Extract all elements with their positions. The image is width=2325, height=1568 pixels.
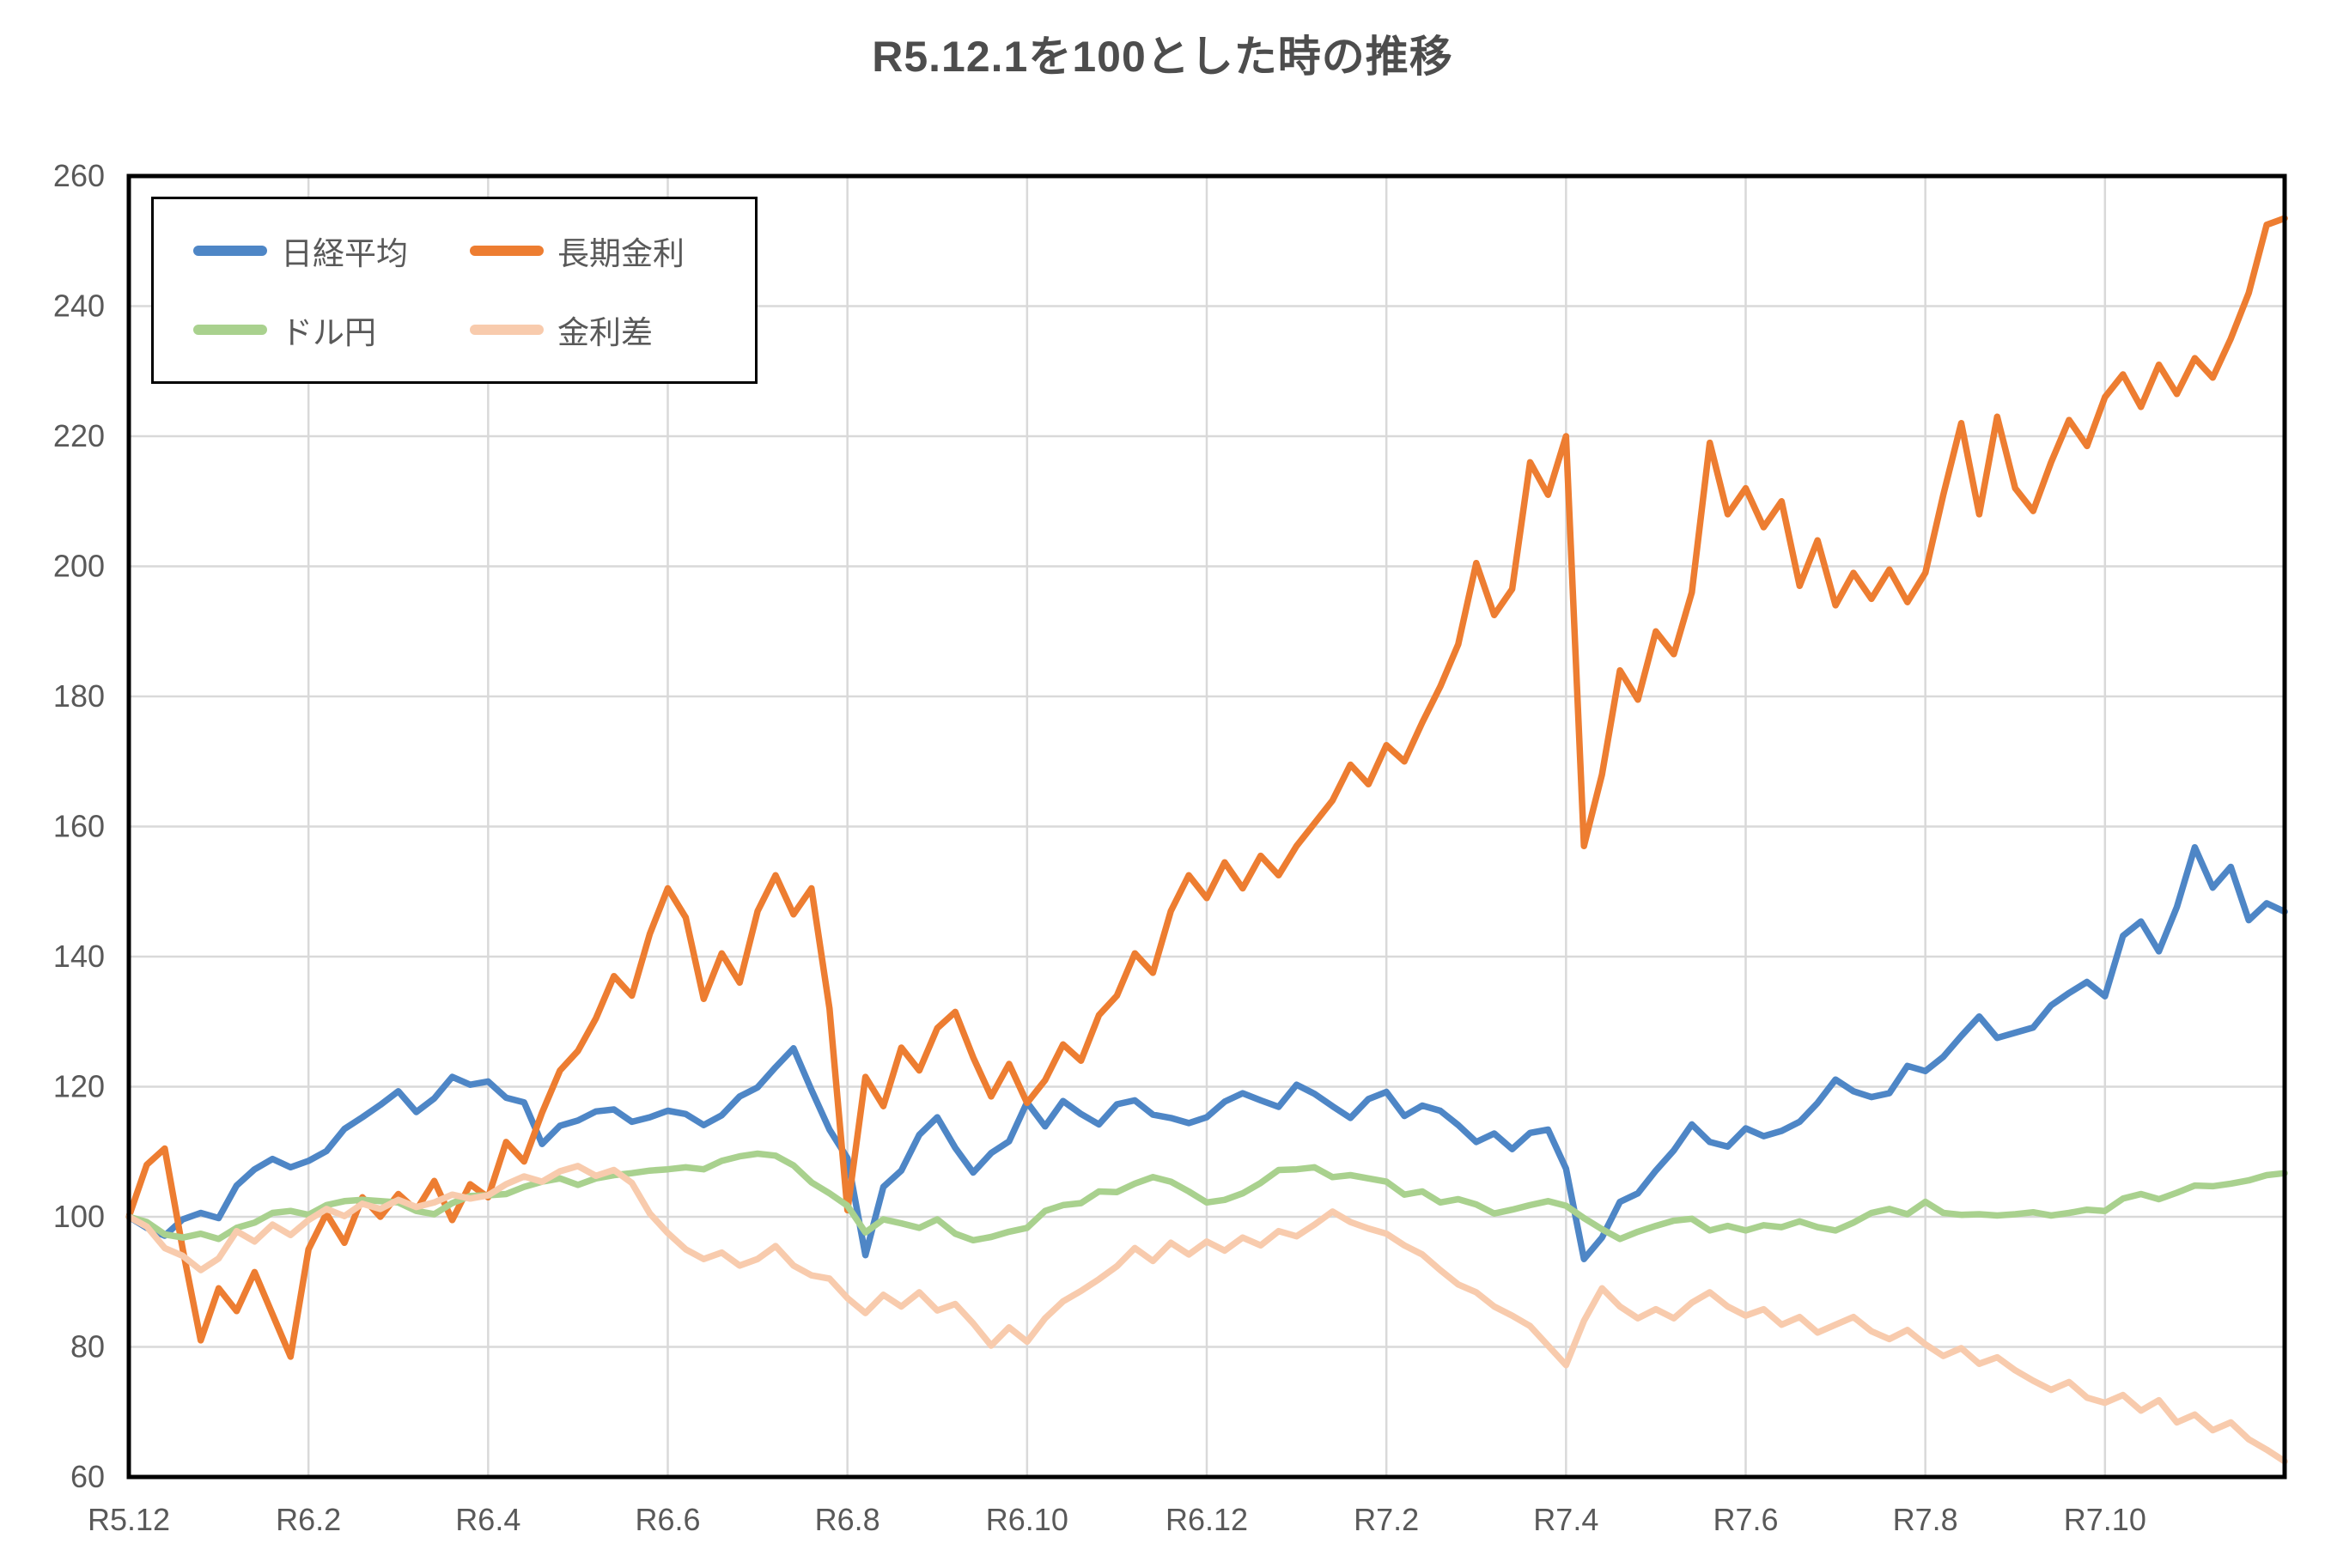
legend-item-nikkei: 日経平均 — [193, 228, 470, 274]
usd-jpy-line-swatch-icon — [193, 325, 267, 335]
rate-differential-line-swatch-icon — [470, 325, 544, 335]
y-tick-label: 60 — [70, 1459, 105, 1494]
y-tick-label: 180 — [53, 678, 105, 714]
y-tick-label: 120 — [53, 1069, 105, 1104]
x-tick-label: R7.10 — [2064, 1502, 2146, 1537]
y-tick-label: 260 — [53, 158, 105, 193]
series-line-nikkei — [125, 843, 2288, 1262]
chart-title: R5.12.1を100とした時の推移 — [872, 33, 1453, 81]
x-tick-label: R7.2 — [1354, 1502, 1419, 1537]
long-term-rate-line-swatch-icon — [470, 246, 544, 256]
x-tick-label: R5.12 — [88, 1502, 170, 1537]
series-line-rate-differential — [125, 1163, 2288, 1465]
y-tick-label: 240 — [53, 289, 105, 324]
x-tick-label: R6.2 — [276, 1502, 341, 1537]
y-tick-label: 80 — [70, 1329, 105, 1364]
x-tick-label: R6.12 — [1166, 1502, 1248, 1537]
y-tick-label: 200 — [53, 549, 105, 584]
x-tick-label: R6.8 — [815, 1502, 880, 1537]
x-tick-label: R7.4 — [1533, 1502, 1598, 1537]
x-tick-label: R7.6 — [1713, 1502, 1778, 1537]
legend: 日経平均 長期金利 ドル円 金利差 — [151, 197, 758, 384]
x-tick-label: R6.6 — [635, 1502, 700, 1537]
y-tick-label: 160 — [53, 809, 105, 844]
x-tick-label: R6.4 — [455, 1502, 520, 1537]
legend-item-long-term-rate: 長期金利 — [470, 228, 746, 274]
nikkei-line-swatch-icon — [193, 246, 267, 256]
legend-label-usd-jpy: ドル円 — [281, 315, 376, 350]
y-tick-label: 220 — [53, 418, 105, 453]
legend-label-long-term-rate: 長期金利 — [557, 236, 685, 271]
y-tick-label: 100 — [53, 1199, 105, 1234]
plot-border — [126, 173, 2287, 1480]
legend-label-nikkei: 日経平均 — [281, 236, 408, 271]
x-tick-label: R7.8 — [1893, 1502, 1958, 1537]
x-tick-label: R6.10 — [986, 1502, 1068, 1537]
legend-item-rate-differential: 金利差 — [470, 307, 746, 353]
legend-item-usd-jpy: ドル円 — [193, 307, 470, 353]
legend-label-rate-differential: 金利差 — [557, 315, 653, 350]
y-tick-label: 140 — [53, 939, 105, 974]
